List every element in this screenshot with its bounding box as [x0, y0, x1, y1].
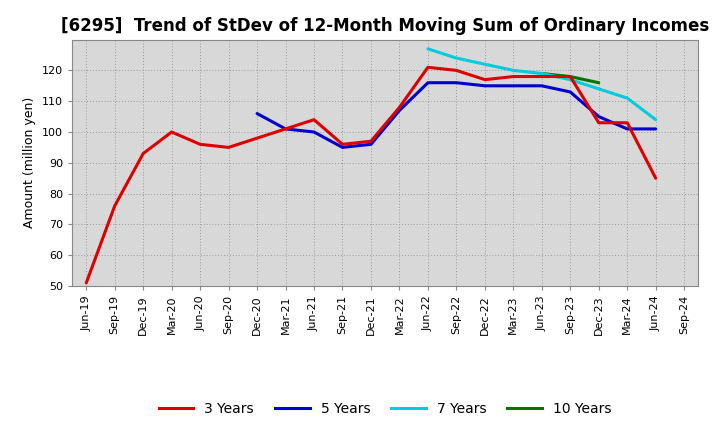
Legend: 3 Years, 5 Years, 7 Years, 10 Years: 3 Years, 5 Years, 7 Years, 10 Years — [153, 396, 617, 422]
3 Years — [167, 129, 176, 135]
Line: 7 Years: 7 Years — [428, 49, 656, 120]
Y-axis label: Amount (million yen): Amount (million yen) — [23, 97, 36, 228]
5 Years — [253, 111, 261, 116]
3 Years — [253, 136, 261, 141]
5 Years — [595, 114, 603, 119]
3 Years — [566, 74, 575, 79]
7 Years — [452, 55, 461, 61]
7 Years — [652, 117, 660, 122]
3 Years — [82, 280, 91, 286]
3 Years — [452, 68, 461, 73]
3 Years — [480, 77, 489, 82]
5 Years — [623, 126, 631, 132]
Line: 10 Years: 10 Years — [541, 73, 599, 83]
3 Years — [225, 145, 233, 150]
3 Years — [595, 120, 603, 125]
10 Years — [595, 80, 603, 85]
3 Years — [537, 74, 546, 79]
5 Years — [652, 126, 660, 132]
3 Years — [652, 176, 660, 181]
3 Years — [366, 139, 375, 144]
Line: 5 Years: 5 Years — [257, 83, 656, 147]
3 Years — [282, 126, 290, 132]
5 Years — [423, 80, 432, 85]
7 Years — [480, 62, 489, 67]
5 Years — [452, 80, 461, 85]
7 Years — [537, 71, 546, 76]
5 Years — [480, 83, 489, 88]
3 Years — [310, 117, 318, 122]
5 Years — [366, 142, 375, 147]
3 Years — [139, 151, 148, 156]
3 Years — [509, 74, 518, 79]
10 Years — [566, 74, 575, 79]
3 Years — [110, 203, 119, 209]
7 Years — [566, 77, 575, 82]
7 Years — [595, 86, 603, 92]
5 Years — [282, 126, 290, 132]
Line: 3 Years: 3 Years — [86, 67, 656, 283]
3 Years — [423, 65, 432, 70]
3 Years — [338, 142, 347, 147]
3 Years — [395, 105, 404, 110]
5 Years — [395, 108, 404, 113]
5 Years — [537, 83, 546, 88]
3 Years — [196, 142, 204, 147]
3 Years — [623, 120, 631, 125]
5 Years — [509, 83, 518, 88]
7 Years — [509, 68, 518, 73]
5 Years — [566, 89, 575, 95]
7 Years — [423, 46, 432, 51]
5 Years — [310, 129, 318, 135]
5 Years — [338, 145, 347, 150]
Title: [6295]  Trend of StDev of 12-Month Moving Sum of Ordinary Incomes: [6295] Trend of StDev of 12-Month Moving… — [61, 17, 709, 35]
10 Years — [537, 71, 546, 76]
7 Years — [623, 95, 631, 101]
